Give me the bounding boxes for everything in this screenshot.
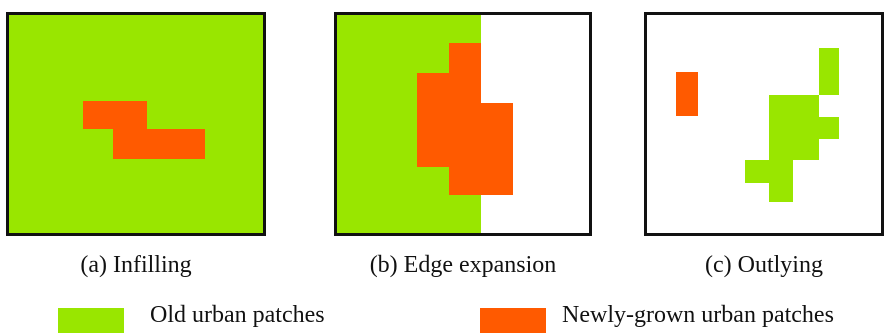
legend-old-swatch (58, 308, 124, 333)
old-patch (769, 160, 793, 183)
old-patch (745, 160, 769, 183)
caption-edge-expansion: (b) Edge expansion (369, 252, 557, 278)
old-patch (769, 95, 819, 160)
new-patch (417, 73, 481, 103)
caption-infilling: (a) Infilling (80, 252, 192, 278)
caption-outlying: (c) Outlying (705, 252, 823, 278)
legend-old-label: Old urban patches (150, 302, 325, 328)
old-patch (769, 183, 793, 202)
new-patch (449, 167, 513, 195)
new-patch (449, 43, 481, 73)
panel-infilling (6, 12, 266, 236)
new-patch (83, 101, 147, 129)
new-patch (113, 129, 205, 159)
panel-edge-expansion (334, 12, 592, 236)
legend-new-label: Newly-grown urban patches (562, 302, 834, 328)
legend-new-swatch (480, 308, 546, 333)
panel-outlying (644, 12, 884, 236)
new-patch (676, 72, 698, 116)
old-patch (819, 117, 839, 139)
old-patch (819, 48, 839, 95)
new-patch (417, 103, 513, 167)
